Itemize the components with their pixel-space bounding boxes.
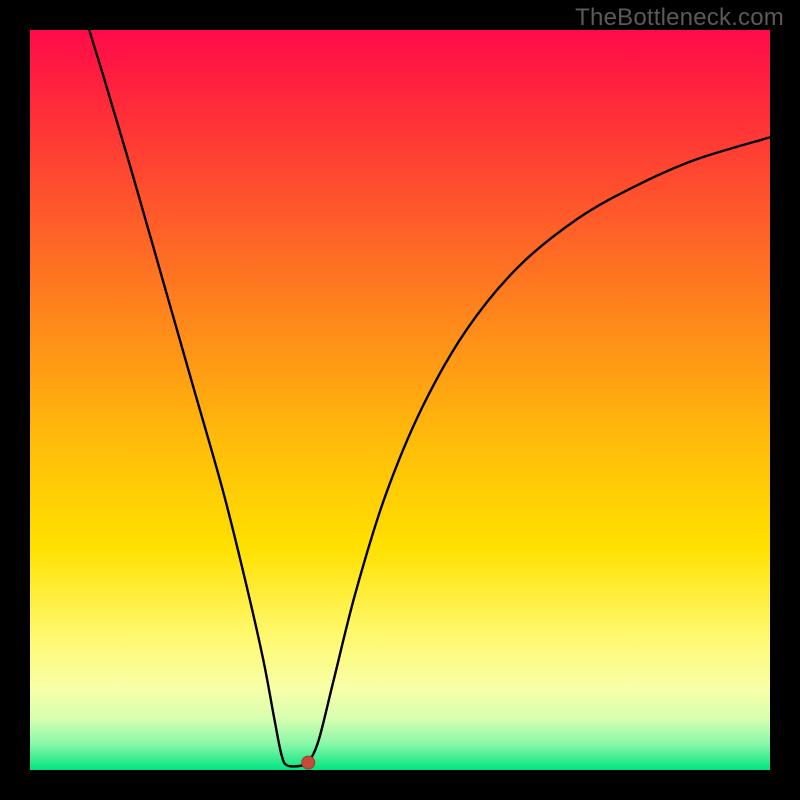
bottleneck-chart	[0, 0, 800, 800]
optimum-marker	[302, 756, 315, 769]
gradient-background	[30, 30, 770, 770]
chart-stage: TheBottleneck.com	[0, 0, 800, 800]
